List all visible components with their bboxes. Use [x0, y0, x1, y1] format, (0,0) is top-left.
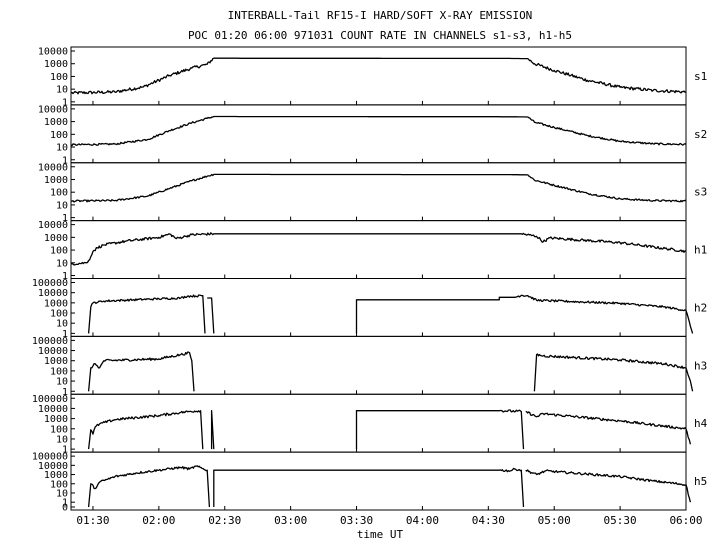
- y-tick-label: 10: [56, 85, 68, 96]
- chart-subtitle: POC 01:20 06:00 971031 COUNT RATE IN CHA…: [188, 29, 572, 42]
- y-tick-label: 100: [50, 424, 68, 435]
- x-axis-label: time UT: [357, 528, 404, 541]
- y-tick-label: 1: [62, 387, 68, 398]
- y-tick-label: 100: [50, 366, 68, 377]
- y-tick-label: 0: [62, 503, 68, 514]
- chart-title: INTERBALL-Tail RF15-I HARD/SOFT X-RAY EM…: [228, 9, 533, 22]
- y-tick-label: 100: [50, 246, 68, 257]
- y-tick-label: 1000: [44, 470, 68, 481]
- channel-label: h3: [694, 359, 707, 372]
- y-tick-label: 10000: [38, 104, 68, 115]
- data-series-h2: [87, 294, 694, 334]
- panel-frame: [70, 278, 687, 337]
- x-tick-label: 03:00: [274, 514, 307, 527]
- y-tick-label: 1: [62, 97, 68, 108]
- x-tick-label: 03:30: [340, 514, 373, 527]
- data-series-h5: [87, 465, 692, 508]
- y-tick-label: 10: [56, 319, 68, 330]
- data-series-s3: [71, 173, 687, 203]
- panel-frame: [70, 335, 687, 395]
- y-tick-label: 100000: [32, 394, 68, 405]
- data-series-h1: [70, 232, 687, 266]
- y-tick-label: 1000: [44, 298, 68, 309]
- x-tick-label: 05:30: [604, 514, 637, 527]
- x-tick-label: 05:00: [538, 514, 571, 527]
- panel-frame: [70, 393, 687, 453]
- y-tick-label: 10: [56, 200, 68, 211]
- data-series-s1: [70, 57, 687, 95]
- y-tick-label: 10: [56, 143, 68, 154]
- channel-label: h2: [694, 301, 707, 314]
- y-tick-label: 1000: [44, 233, 68, 244]
- channel-label: s2: [694, 128, 707, 141]
- panel-frame: [70, 451, 687, 511]
- y-tick-label: 10000: [38, 162, 68, 173]
- y-tick-label: 10000: [38, 288, 68, 299]
- y-tick-label: 1: [62, 213, 68, 224]
- x-tick-label: 06:00: [669, 514, 702, 527]
- y-tick-label: 1000: [44, 414, 68, 425]
- y-tick-label: 1: [62, 445, 68, 456]
- x-tick-label: 02:00: [142, 514, 175, 527]
- y-tick-label: 1000: [44, 59, 68, 70]
- y-tick-label: 100000: [32, 278, 68, 289]
- panels: 110100100010000s1110100100010000s2110100…: [32, 46, 708, 514]
- y-tick-label: 100: [50, 72, 68, 83]
- channel-label: h1: [694, 244, 707, 257]
- channel-label: h5: [694, 475, 707, 488]
- y-tick-label: 10: [56, 258, 68, 269]
- x-tick-label: 04:30: [472, 514, 505, 527]
- y-tick-label: 1: [62, 271, 68, 282]
- y-tick-label: 100: [50, 479, 68, 490]
- x-tick-label: 04:00: [406, 514, 439, 527]
- x-tick-label: 01:30: [76, 514, 109, 527]
- data-series-s2: [70, 115, 687, 147]
- channel-label: s3: [694, 186, 707, 199]
- y-tick-label: 1: [62, 498, 68, 509]
- channel-label: s1: [694, 70, 707, 83]
- y-tick-label: 1000: [44, 175, 68, 186]
- y-tick-label: 100: [50, 309, 68, 320]
- data-series-h3: [87, 351, 694, 392]
- y-tick-label: 10000: [38, 404, 68, 415]
- panel-s2: 110 100 1000 10000 s2: [38, 104, 707, 166]
- y-tick-label: 1000: [44, 117, 68, 128]
- y-tick-label: 10000: [38, 461, 68, 472]
- y-tick-label: 10: [56, 377, 68, 388]
- y-tick-label: 10: [56, 488, 68, 499]
- y-tick-label: 10000: [38, 220, 68, 231]
- y-tick-label: 100000: [32, 452, 68, 463]
- panel-frame: [70, 46, 687, 106]
- y-tick-label: 10000: [38, 47, 68, 58]
- y-tick-label: 100: [50, 130, 68, 141]
- y-tick-label: 1000: [44, 356, 68, 367]
- x-axis: 01:30 02:00 02:30 03:00 03:30 04:00 04:30 05:00…: [76, 514, 702, 527]
- y-tick-label: 100: [50, 188, 68, 199]
- y-tick-label: 10000: [38, 346, 68, 357]
- y-tick-label: 1: [62, 329, 68, 340]
- x-tick-label: 02:30: [208, 514, 241, 527]
- y-tick-label: 100000: [32, 336, 68, 347]
- y-tick-label: 1: [62, 155, 68, 166]
- y-tick-label: 10: [56, 434, 68, 445]
- channel-label: h4: [694, 417, 708, 430]
- panel-frame: [70, 220, 687, 279]
- data-series-h4: [87, 409, 692, 450]
